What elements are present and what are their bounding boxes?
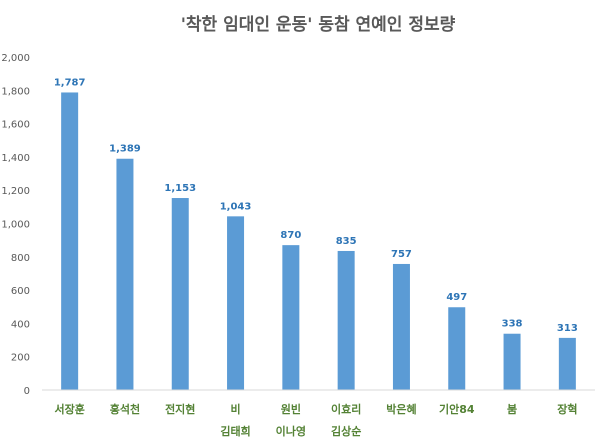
y-tick-label: 600 <box>11 286 30 297</box>
x-tick-label: 박은혜 <box>386 402 416 416</box>
x-axis: 서장훈 홍석천 전지현 비 김태희 원빈 이나영 이효리 김상순 박은혜 기안84 붐 장혁 <box>54 402 577 438</box>
x-tick-label: 기안84 <box>439 402 475 416</box>
bar <box>448 307 466 390</box>
chart-title: '착한 임대인 운동' 동참 연예인 정보량 <box>181 14 456 35</box>
x-tick-label: 장혁 <box>557 402 577 416</box>
x-tick-label: 비 김태희 <box>220 402 250 438</box>
data-label: 497 <box>446 292 467 303</box>
y-tick-label: 1,200 <box>1 186 30 197</box>
bar <box>337 250 355 390</box>
data-label: 313 <box>557 323 578 334</box>
bar <box>116 158 134 390</box>
y-tick-label: 1,000 <box>1 220 30 231</box>
data-label: 1,153 <box>164 183 196 194</box>
bar <box>282 245 300 390</box>
data-label: 757 <box>391 249 412 260</box>
bar <box>227 216 245 390</box>
y-axis: 0 200 400 600 800 1,000 1,200 1,400 1,600 1,800 2,… <box>1 53 30 397</box>
data-label: 1,389 <box>109 144 141 155</box>
x-tick-label: 이효리 김상순 <box>331 402 361 438</box>
bar <box>558 337 576 390</box>
y-tick-label: 2,000 <box>1 53 30 64</box>
y-tick-label: 1,400 <box>1 153 30 164</box>
y-tick-label: 1,600 <box>1 120 30 131</box>
data-label: 338 <box>502 319 523 330</box>
y-tick-label: 200 <box>11 353 30 364</box>
bar <box>503 333 521 390</box>
x-tick-label: 홍석천 <box>110 402 140 416</box>
data-label: 835 <box>336 236 357 247</box>
x-tick-label: 전지현 <box>165 402 195 416</box>
bar <box>61 92 79 390</box>
y-tick-label: 800 <box>11 253 30 264</box>
data-label: 870 <box>280 230 301 241</box>
bar <box>392 263 410 390</box>
y-tick-label: 0 <box>24 386 30 397</box>
x-tick-label: 서장훈 <box>54 402 84 416</box>
data-label: 1,043 <box>220 201 252 212</box>
bar <box>171 198 189 390</box>
data-label: 1,787 <box>54 77 86 88</box>
y-tick-label: 1,800 <box>1 86 30 97</box>
y-tick-label: 400 <box>11 319 30 330</box>
x-tick-label: 원빈 이나영 <box>276 402 306 438</box>
x-tick-label: 붐 <box>507 403 517 416</box>
bars: 1,787 1,389 1,153 1,043 870 835 757 497 338 313 <box>54 77 578 390</box>
